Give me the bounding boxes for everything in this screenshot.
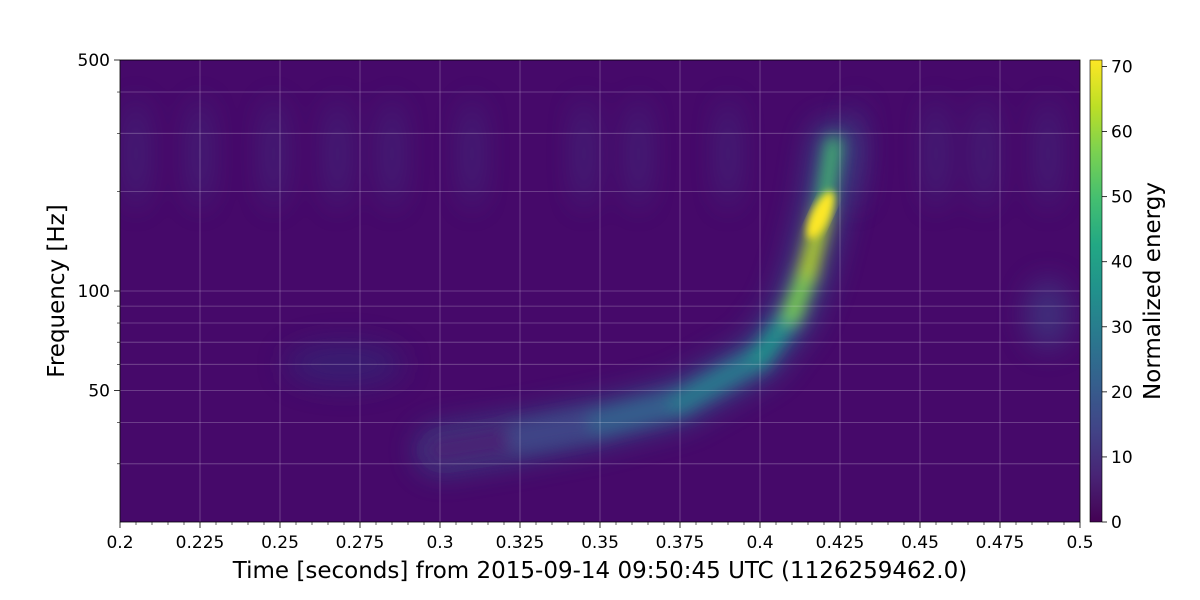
x-tick-label: 0.275 [336, 533, 385, 553]
chirp-segment [587, 389, 693, 436]
colorbar-tick-label: 50 [1111, 188, 1133, 208]
heatmap-energy [129, 98, 1070, 474]
y-axis: 50 100 500 [78, 51, 120, 465]
x-tick-label: 0.35 [581, 533, 619, 553]
colorbar-tick-label: 60 [1111, 123, 1133, 143]
x-tick-label: 0.25 [261, 533, 299, 553]
colorbar-ticks: 0 10 20 30 40 50 60 70 [1102, 58, 1133, 533]
x-tick-label: 0.5 [1066, 533, 1093, 553]
colorbar-label: Normalized energy [1140, 182, 1166, 400]
y-axis-label: Frequency [Hz] [44, 204, 70, 377]
noise-streak [977, 98, 991, 209]
noise-streak [929, 98, 943, 209]
noise-streak [330, 98, 345, 209]
noise-streak [465, 98, 479, 209]
colorbar: 0 10 20 30 40 50 60 70 Normalized energy [1089, 58, 1166, 533]
y-tick-label: 100 [78, 282, 110, 302]
noise-blob [1026, 279, 1070, 350]
colorbar-tick-label: 20 [1111, 383, 1133, 403]
x-axis: 0.2 0.225 0.25 0.275 0.3 0.325 0.35 0.375 0.4 0.4… [106, 522, 1094, 553]
x-tick-label: 0.225 [176, 533, 225, 553]
colorbar-tick-label: 30 [1111, 318, 1133, 338]
y-tick-label: 500 [78, 51, 110, 71]
x-tick-label: 0.45 [901, 533, 939, 553]
colorbar-frame [1089, 59, 1103, 523]
noise-streak [1041, 98, 1055, 209]
noise-streak [721, 98, 735, 209]
x-tick-label: 0.4 [746, 533, 773, 553]
x-tick-label: 0.325 [496, 533, 545, 553]
x-tick-label: 0.2 [106, 533, 133, 553]
noise-blob [284, 342, 404, 387]
noise-streak [385, 98, 399, 209]
colorbar-tick-label: 40 [1111, 253, 1133, 273]
noise-streak [193, 98, 207, 209]
noise-streak [631, 98, 646, 209]
chirp-segment [668, 345, 772, 415]
x-tick-label: 0.425 [816, 533, 865, 553]
chirp-track [425, 135, 841, 466]
noise-streak [577, 98, 591, 209]
noise-streak [129, 98, 143, 209]
background-texture [129, 98, 1070, 387]
x-tick-label: 0.375 [656, 533, 705, 553]
x-axis-label: Time [seconds] from 2015-09-14 09:50:45 … [232, 558, 967, 584]
y-tick-label: 50 [88, 381, 110, 401]
plot-area [119, 59, 1081, 523]
colorbar-tick-label: 10 [1111, 448, 1133, 468]
noise-streak [849, 98, 863, 209]
x-tick-label: 0.475 [976, 533, 1025, 553]
colorbar-gradient [1090, 60, 1102, 522]
chirp-peak [807, 190, 835, 239]
colorbar-tick-label: 70 [1111, 58, 1133, 78]
colorbar-tick-label: 0 [1111, 513, 1122, 533]
chirp-segment [506, 408, 614, 452]
x-tick-label: 0.3 [426, 533, 453, 553]
noise-streak [266, 98, 281, 209]
